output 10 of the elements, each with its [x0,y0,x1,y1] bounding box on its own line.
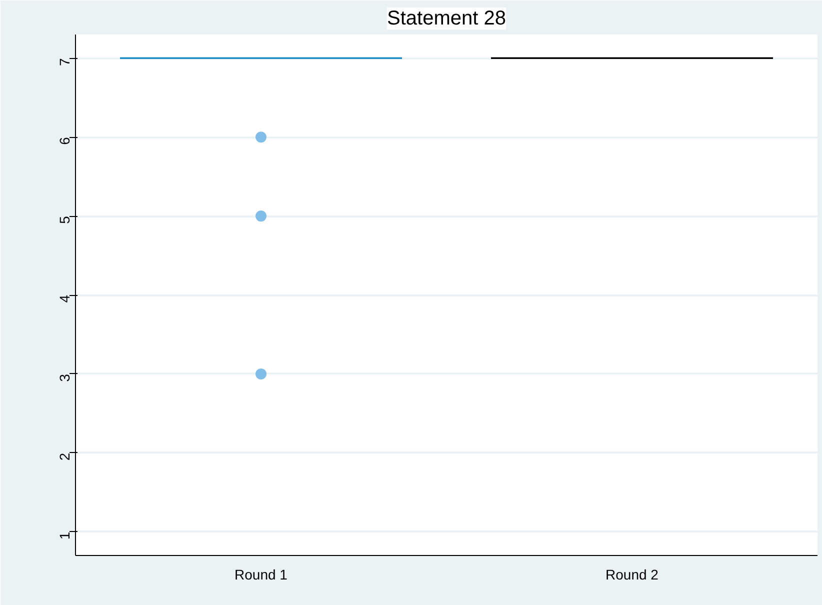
y-tick-label: 6 [56,136,72,145]
y-tick-label: 1 [56,532,72,540]
y-tick-label: 4 [56,294,72,303]
x-tick-label: Round 2 [606,566,659,582]
y-tick-label: 3 [56,374,72,382]
y-tick-label: 5 [56,216,72,224]
y-tick-label: 2 [56,452,72,461]
x-tick-label: Round 1 [234,566,288,582]
chart-title: Statement 28 [387,8,506,30]
y-tick-label: 7 [56,58,72,66]
